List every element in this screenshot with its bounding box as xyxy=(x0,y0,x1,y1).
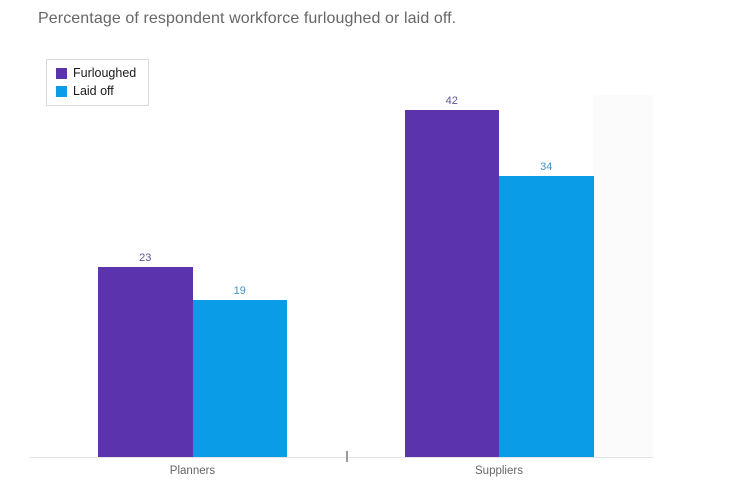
x-axis-label-suppliers: Suppliers xyxy=(475,465,523,477)
legend: Furloughed Laid off xyxy=(46,59,150,106)
bar-planners-laid-off[interactable] xyxy=(192,299,287,457)
legend-label-laid-off: Laid off xyxy=(73,84,114,98)
legend-item-furloughed[interactable]: Furloughed xyxy=(56,66,136,80)
bar-value-label: 42 xyxy=(445,94,458,107)
legend-swatch-laid-off-icon xyxy=(56,85,67,97)
bar-suppliers-furloughed[interactable] xyxy=(404,109,499,457)
bar-value-label: 19 xyxy=(233,284,246,297)
x-axis-label-planners: Planners xyxy=(169,465,216,477)
legend-swatch-furloughed-icon xyxy=(56,67,67,79)
x-axis-line xyxy=(30,457,653,458)
legend-label-furloughed: Furloughed xyxy=(73,66,137,80)
bar-value-label: 23 xyxy=(139,251,152,264)
plot-shade xyxy=(593,95,653,457)
bar-value-label: 34 xyxy=(540,161,553,174)
x-axis-tick xyxy=(346,451,348,462)
chart-title: Percentage of respondent workforce furlo… xyxy=(38,10,457,27)
bar-suppliers-laid-off[interactable] xyxy=(499,176,594,457)
bar-planners-furloughed[interactable] xyxy=(98,266,193,457)
legend-item-laid-off[interactable]: Laid off xyxy=(56,84,136,98)
